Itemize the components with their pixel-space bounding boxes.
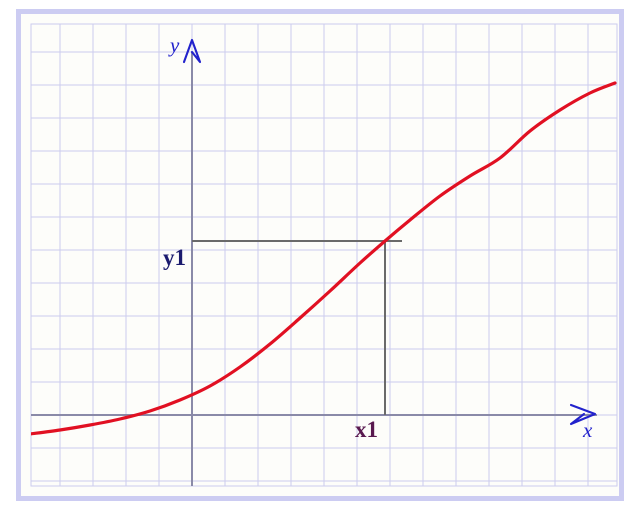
x-axis-arrow-icon: [569, 403, 597, 426]
y-axis-label: y: [170, 33, 180, 57]
guide-lines: [192, 240, 402, 415]
plot-area-outline: [30, 23, 618, 487]
y-axis-arrow-icon: [182, 38, 202, 64]
sigmoid-curve: [31, 81, 617, 436]
y1-value-label: y1: [163, 245, 186, 270]
x-axis-label: x: [583, 418, 593, 442]
x1-value-label: x1: [355, 417, 378, 442]
grid-lines: [31, 24, 617, 486]
